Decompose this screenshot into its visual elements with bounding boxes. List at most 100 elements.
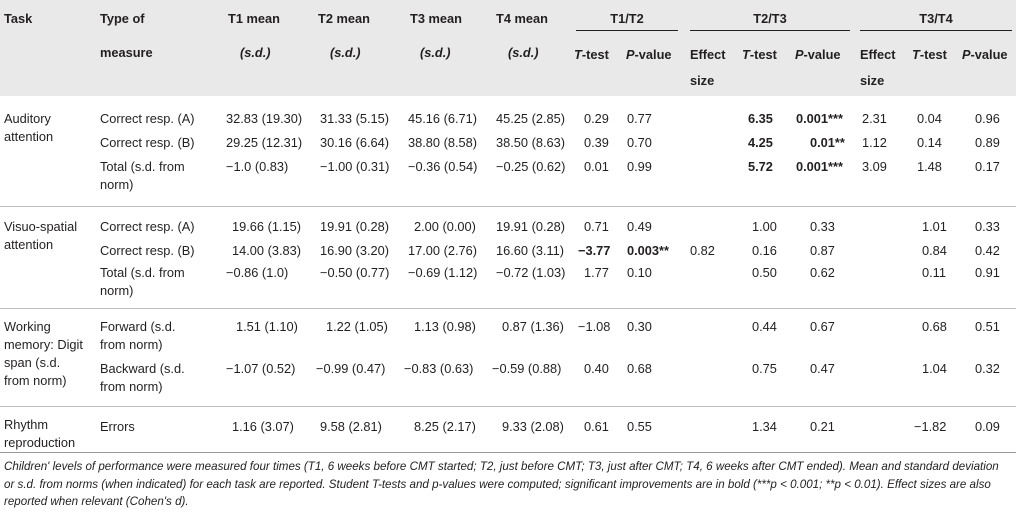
t2-value: 9.58 (2.81) bbox=[320, 419, 382, 434]
header-t2-sd: (s.d.) bbox=[330, 45, 361, 60]
t1t2-ttest: 0.39 bbox=[584, 135, 609, 150]
t1-value: 29.25 (12.31) bbox=[226, 135, 303, 150]
table-header-background bbox=[0, 0, 1016, 96]
t3t4-ttest: 0.04 bbox=[917, 111, 942, 126]
task-label: attention bbox=[4, 237, 54, 252]
t1t2-pvalue: 0.99 bbox=[627, 159, 652, 174]
group-t1t2-underline bbox=[576, 30, 678, 31]
t3t4-ttest: 0.11 bbox=[922, 265, 946, 280]
t2t3-pvalue: 0.33 bbox=[810, 219, 835, 234]
t2t3-ttest: 1.00 bbox=[752, 219, 777, 234]
t3-value: −0.83 (0.63) bbox=[404, 361, 474, 376]
t3t4-pvalue: 0.91 bbox=[975, 265, 1000, 280]
t2t3-ttest: 6.35 bbox=[748, 111, 773, 126]
t2t3-pvalue: 0.87 bbox=[810, 243, 835, 258]
t1-value: −1.07 (0.52) bbox=[226, 361, 296, 376]
t4-value: −0.72 (1.03) bbox=[496, 265, 566, 280]
t1-value: 32.83 (19.30) bbox=[226, 111, 303, 126]
t3t4-pvalue: 0.89 bbox=[975, 135, 1000, 150]
t2t3-ttest: 1.34 bbox=[752, 419, 777, 434]
t2t3-effect-size: 0.82 bbox=[690, 243, 715, 258]
task-label: from norm) bbox=[4, 373, 67, 388]
measure-label: Backward (s.d. bbox=[100, 361, 185, 376]
t3-value: 2.00 (0.00) bbox=[414, 219, 476, 234]
header-t3-mean: T3 mean bbox=[410, 11, 462, 26]
t3t4-effect-size: 2.31 bbox=[862, 111, 887, 126]
t3t4-ttest: 0.84 bbox=[922, 243, 947, 258]
t2-value: 30.16 (6.64) bbox=[320, 135, 390, 150]
t3t4-pvalue: 0.17 bbox=[975, 159, 1000, 174]
header-t3t4-effect-line2: size bbox=[860, 73, 885, 88]
task-label: Working bbox=[4, 319, 51, 334]
t4-value: 38.50 (8.63) bbox=[496, 135, 566, 150]
t4-value: 19.91 (0.28) bbox=[496, 219, 566, 234]
t3t4-pvalue: 0.42 bbox=[975, 243, 1000, 258]
t2t3-pvalue: 0.47 bbox=[810, 361, 835, 376]
t1t2-ttest: 1.77 bbox=[584, 265, 609, 280]
group-t2t3-underline bbox=[690, 30, 850, 31]
t1t2-pvalue: 0.55 bbox=[627, 419, 652, 434]
header-t2-mean: T2 mean bbox=[318, 11, 370, 26]
t2t3-ttest: 0.75 bbox=[752, 361, 777, 376]
header-t2t3-effect-line2: size bbox=[690, 73, 715, 88]
measure-label: Correct resp. (B) bbox=[100, 243, 195, 258]
t3-value: 45.16 (6.71) bbox=[408, 111, 478, 126]
t2-value: −1.00 (0.31) bbox=[320, 159, 390, 174]
measure-label: norm) bbox=[100, 283, 134, 298]
header-group-t2t3: T2/T3 bbox=[753, 11, 787, 26]
header-group-t3t4: T3/T4 bbox=[919, 11, 953, 26]
t3-value: 1.13 (0.98) bbox=[414, 319, 476, 334]
t3-value: −0.36 (0.54) bbox=[408, 159, 478, 174]
measure-label: from norm) bbox=[100, 379, 163, 394]
header-t1-mean: T1 mean bbox=[228, 11, 280, 26]
table-bottom-rule bbox=[0, 452, 1016, 453]
task-label: Rhythm bbox=[4, 417, 49, 432]
task-label: reproduction bbox=[4, 435, 76, 450]
t3t4-pvalue: 0.96 bbox=[975, 111, 1000, 126]
group-t3t4-underline bbox=[860, 30, 1012, 31]
header-t3t4-ttest: T-test bbox=[912, 47, 947, 62]
t3t4-effect-size: 3.09 bbox=[862, 159, 887, 174]
t2-value: 16.90 (3.20) bbox=[320, 243, 390, 258]
header-t4-mean: T4 mean bbox=[496, 11, 548, 26]
t1t2-pvalue: 0.70 bbox=[627, 135, 652, 150]
t3-value: 17.00 (2.76) bbox=[408, 243, 478, 258]
t2t3-pvalue: 0.62 bbox=[810, 265, 835, 280]
t3t4-ttest: 0.68 bbox=[922, 319, 947, 334]
t1t2-ttest: 0.01 bbox=[584, 159, 609, 174]
t1t2-pvalue: 0.77 bbox=[627, 111, 652, 126]
measure-label: from norm) bbox=[100, 337, 163, 352]
measure-label: norm) bbox=[100, 177, 134, 192]
task-label: Visuo-spatial bbox=[4, 219, 78, 234]
header-task: Task bbox=[4, 11, 33, 26]
t1t2-pvalue: 0.003** bbox=[627, 243, 669, 258]
measure-label: Total (s.d. from bbox=[100, 159, 185, 174]
t2t3-ttest: 0.16 bbox=[752, 243, 777, 258]
t2-value: 19.91 (0.28) bbox=[320, 219, 390, 234]
measure-label: Correct resp. (A) bbox=[100, 111, 195, 126]
t2t3-ttest: 0.50 bbox=[752, 265, 777, 280]
t3-value: 8.25 (2.17) bbox=[414, 419, 476, 434]
header-t2t3-pvalue: P-value bbox=[795, 47, 841, 62]
t1t2-pvalue: 0.10 bbox=[627, 265, 652, 280]
t2-value: 1.22 (1.05) bbox=[326, 319, 388, 334]
t1t2-ttest: 0.71 bbox=[584, 219, 609, 234]
t1-value: 14.00 (3.83) bbox=[232, 243, 302, 258]
header-t1t2-ttest: T-test bbox=[574, 47, 609, 62]
t4-value: −0.59 (0.88) bbox=[492, 361, 562, 376]
measure-label: Correct resp. (A) bbox=[100, 219, 195, 234]
t2-value: −0.99 (0.47) bbox=[316, 361, 386, 376]
measure-label: Total (s.d. from bbox=[100, 265, 185, 280]
measure-label: Correct resp. (B) bbox=[100, 135, 195, 150]
t4-value: −0.25 (0.62) bbox=[496, 159, 566, 174]
t3t4-ttest: 1.01 bbox=[922, 219, 947, 234]
task-label: attention bbox=[4, 129, 54, 144]
t4-value: 16.60 (3.11) bbox=[496, 243, 565, 258]
t3t4-pvalue: 0.51 bbox=[975, 319, 1000, 334]
t2-value: 31.33 (5.15) bbox=[320, 111, 390, 126]
table-footnote: Children' levels of performance were mea… bbox=[4, 460, 999, 509]
t1t2-ttest: −1.08 bbox=[578, 319, 611, 334]
header-t3-sd: (s.d.) bbox=[420, 45, 451, 60]
t4-value: 45.25 (2.85) bbox=[496, 111, 566, 126]
